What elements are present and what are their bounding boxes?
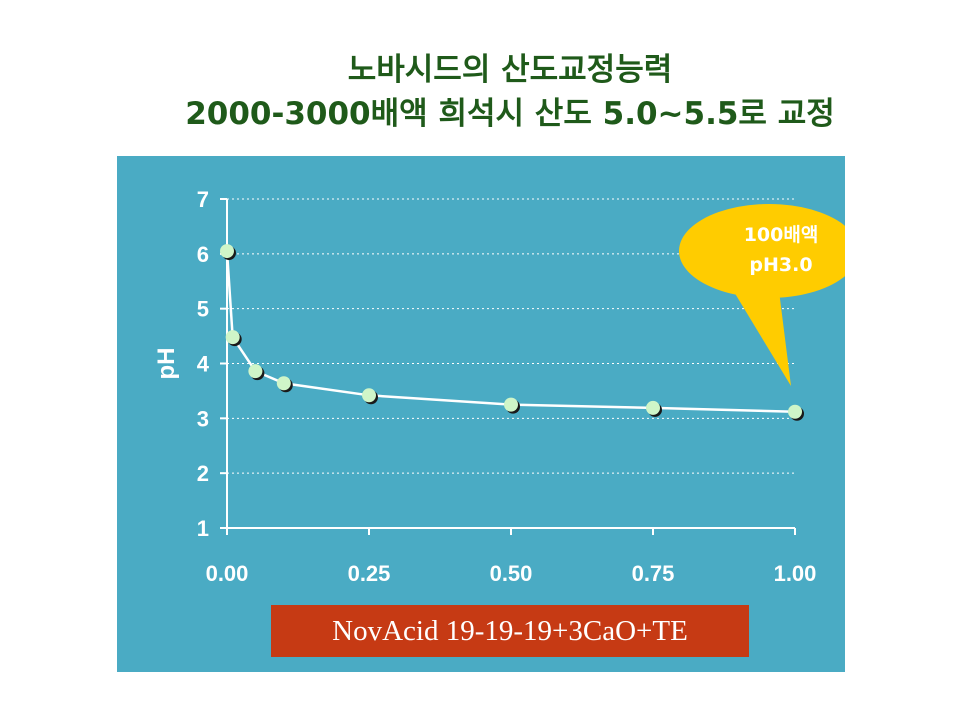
data-point: [220, 244, 234, 259]
title-line-2: 2000-3000배액 희석시 산도 5.0~5.5로 교정: [185, 96, 835, 132]
title-line-1: 노바시드의 산도교정능력: [347, 52, 673, 88]
data-point: [362, 388, 376, 403]
axis-layer: 1 2 3 4 5 6 7 0.00 0.25 0.50 0.75 1.00 pH: [153, 187, 816, 586]
data-point: [646, 400, 660, 415]
callout-text-line-1: 100배액: [744, 224, 819, 246]
x-tick-label: 0.00: [206, 561, 249, 586]
data-point: [276, 376, 291, 391]
series-legend: NovAcid 19-19-19+3CaO+TE: [271, 605, 749, 657]
data-point: [788, 404, 802, 419]
data-point: [248, 364, 263, 379]
data-point: [225, 330, 240, 345]
callout: 100배액 pH3.0: [679, 204, 845, 386]
y-tick-label: 6: [197, 242, 209, 267]
y-tick-label: 5: [197, 297, 209, 322]
y-tick-label: 2: [197, 461, 209, 486]
x-tick-label: 0.25: [348, 561, 391, 586]
callout-text-line-2: pH3.0: [749, 254, 812, 276]
y-axis-label: pH: [153, 348, 180, 380]
data-point: [504, 397, 518, 412]
y-tick-label: 1: [197, 516, 209, 541]
callout-bubble: [679, 204, 845, 386]
chart-panel: 1 2 3 4 5 6 7 0.00 0.25 0.50 0.75 1.00 pH 100배액 pH3.…: [117, 156, 845, 672]
x-tick-label: 0.75: [632, 561, 675, 586]
x-tick-label: 0.50: [490, 561, 533, 586]
y-tick-label: 7: [197, 187, 209, 212]
x-tick-label: 1.00: [774, 561, 817, 586]
ph-chart: 1 2 3 4 5 6 7 0.00 0.25 0.50 0.75 1.00 pH 100배액 pH3.…: [153, 187, 845, 586]
series-layer: [220, 244, 804, 421]
y-tick-label: 4: [197, 352, 210, 377]
y-tick-label: 3: [197, 406, 209, 431]
